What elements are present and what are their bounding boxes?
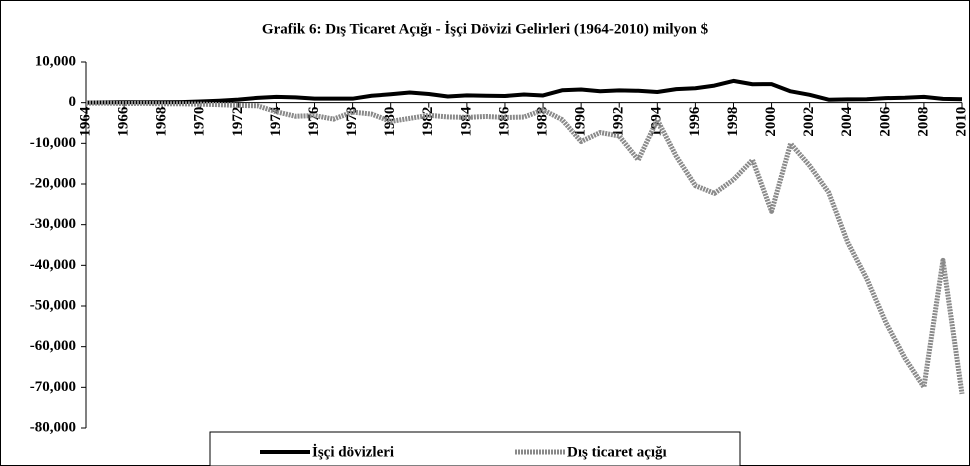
y-tick-label: 10,000 bbox=[35, 53, 76, 69]
x-tick-label: 1972 bbox=[230, 107, 246, 137]
x-tick-label: 2008 bbox=[915, 107, 931, 137]
y-tick-label: -60,000 bbox=[30, 338, 76, 354]
y-tick-label: -30,000 bbox=[30, 216, 76, 232]
chart-title: Grafik 6: Dış Ticaret Açığı - İşçi Döviz… bbox=[262, 20, 709, 37]
series-line bbox=[85, 78, 963, 105]
x-tick-label: 2002 bbox=[801, 107, 817, 137]
y-tick-label: -50,000 bbox=[30, 297, 76, 313]
x-tick-label: 1964 bbox=[77, 106, 93, 136]
legend-box bbox=[209, 431, 741, 466]
x-tick-label: 2010 bbox=[953, 107, 969, 137]
y-tick-label: -70,000 bbox=[30, 379, 76, 395]
x-tick-label: 1990 bbox=[573, 107, 589, 137]
y-tick-label: -80,000 bbox=[30, 419, 76, 435]
y-tick-label: -20,000 bbox=[30, 175, 76, 191]
legend-label: Dış ticaret açığı bbox=[567, 444, 667, 460]
y-tick-label: 0 bbox=[69, 94, 77, 110]
x-tick-label: 2000 bbox=[763, 107, 779, 137]
x-tick-label: 1980 bbox=[382, 107, 398, 137]
x-tick-label: 1984 bbox=[458, 106, 474, 136]
x-tick-label: 1970 bbox=[192, 107, 208, 137]
x-tick-label: 1998 bbox=[725, 107, 741, 137]
x-tick-label: 1992 bbox=[611, 107, 627, 137]
x-tick-label: 1996 bbox=[687, 106, 703, 136]
x-tick-label: 2004 bbox=[839, 106, 855, 136]
y-tick-label: -40,000 bbox=[30, 257, 76, 273]
legend-label: İşçi dövizleri bbox=[312, 443, 394, 460]
x-tick-label: 1976 bbox=[306, 106, 322, 136]
series-line bbox=[85, 100, 965, 395]
x-tick-label: 1986 bbox=[496, 106, 512, 136]
y-tick-label: -10,000 bbox=[30, 135, 76, 151]
x-tick-label: 1968 bbox=[154, 107, 170, 137]
x-tick-label: 2006 bbox=[877, 106, 893, 136]
x-tick-label: 1982 bbox=[420, 107, 436, 137]
x-tick-label: 1966 bbox=[116, 106, 132, 136]
